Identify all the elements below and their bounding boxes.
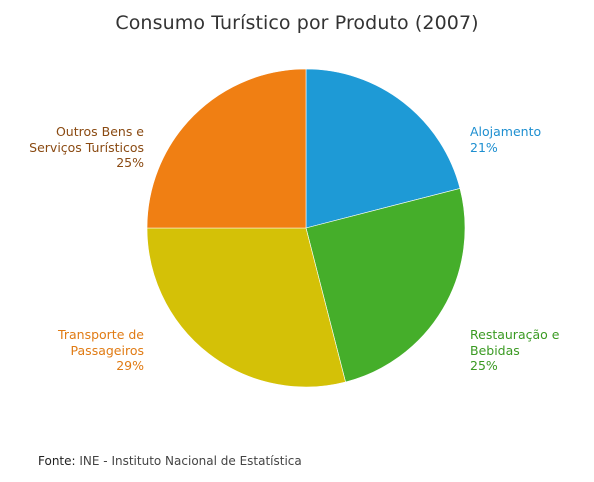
slice-label-text: Alojamento [470, 124, 542, 139]
pie-slices [146, 68, 466, 388]
slice-label-outros: Outros Bens e Serviços Turísticos 25% [0, 124, 144, 171]
slice-percent-label: 25% [470, 358, 498, 373]
pie-slice-2 [146, 227, 346, 388]
slice-label-transporte: Transporte de Passageiros 29% [0, 327, 144, 374]
slice-label-text: Passageiros [70, 342, 144, 358]
slice-label-text: Transporte de [58, 327, 144, 342]
chart-title: Consumo Turístico por Produto (2007) [115, 12, 479, 34]
pie-slice-0 [305, 68, 461, 229]
slice-label-restauracao: Restauração e Bebidas 25% [470, 327, 594, 374]
slice-label-text: Bebidas [470, 342, 520, 358]
slice-percent-label: 29% [116, 358, 144, 373]
source-text: INE - Instituto Nacional de Estatística [79, 454, 302, 468]
source-key: Fonte: [38, 454, 76, 468]
slice-label-text: Outros Bens e [55, 124, 144, 139]
slice-percent-label: 25% [116, 155, 144, 170]
slice-percent-label: 21% [470, 139, 498, 155]
slice-label-text: Restauração e [470, 327, 560, 342]
pie-slice-3 [146, 68, 307, 229]
slice-label-alojamento: Alojamento 21% [470, 124, 594, 155]
pie-slice-1 [305, 188, 466, 383]
source-note: Fonte: INE - Instituto Nacional de Estat… [38, 454, 302, 468]
slice-label-text: Serviços Turísticos [29, 139, 144, 155]
